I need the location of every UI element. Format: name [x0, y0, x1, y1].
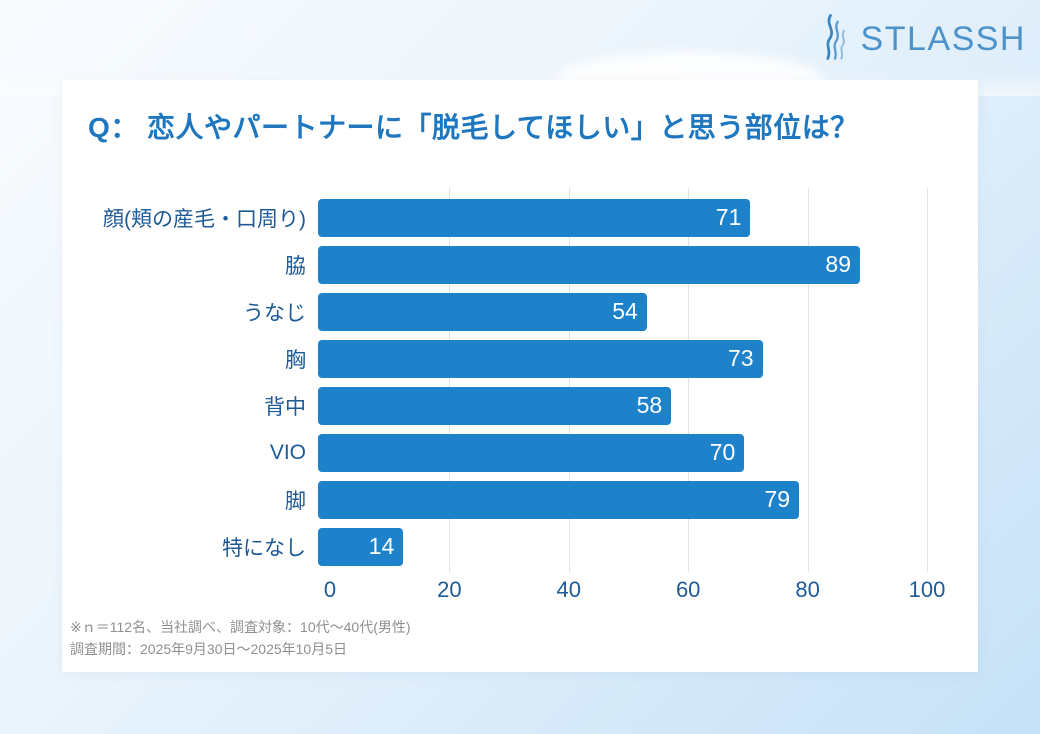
- x-axis: 0 20 40 60 80 100: [324, 577, 945, 605]
- chart-row: 脚 79: [62, 476, 927, 523]
- stlassh-logo: STLASSH: [817, 12, 1026, 67]
- x-tick-label: 20: [437, 577, 462, 602]
- chart-row: うなじ 54: [62, 288, 927, 335]
- bar-track: 70: [318, 433, 927, 472]
- x-tick-label: 80: [795, 577, 820, 602]
- survey-card: Q： 恋人やパートナーに「脱毛してほしい」と思う部位は？ 顔(頬の産毛・口周り)…: [62, 80, 978, 672]
- bar-track: 79: [318, 480, 927, 519]
- x-tick-label: 0: [323, 577, 337, 602]
- category-label: VIO: [269, 440, 306, 464]
- flame-icon: [817, 12, 853, 67]
- logo-text: STLASSH: [860, 20, 1026, 58]
- bar-value-label: 73: [727, 345, 754, 371]
- category-label: 胸: [285, 348, 306, 372]
- chart-row: VIO 70: [62, 429, 927, 476]
- category-label: 脇: [285, 254, 306, 278]
- bar: 54: [318, 292, 647, 331]
- chart-row: 背中 58: [62, 382, 927, 429]
- footnote-line1: ※ｎ＝112名、当社調べ、調査対象：10代～40代(男性): [70, 619, 411, 635]
- chart-title: Q： 恋人やパートナーに「脱毛してほしい」と思う部位は？: [88, 112, 859, 143]
- bar-track: 73: [318, 339, 927, 378]
- chart-row: 脇 89: [62, 241, 927, 288]
- bar: 71: [318, 198, 751, 237]
- category-label: 顔(頬の産毛・口周り): [103, 207, 306, 231]
- bar: 73: [318, 339, 763, 378]
- survey-footnote: ※ｎ＝112名、当社調べ、調査対象：10代～40代(男性) 調査期間：2025年…: [70, 616, 411, 660]
- bar: 58: [318, 386, 672, 425]
- bar-value-label: 54: [612, 298, 638, 324]
- bar: 14: [318, 527, 404, 566]
- category-label: 脚: [285, 489, 306, 513]
- footnote-line2: 調査期間：2025年9月30日～2025年10月5日: [70, 641, 348, 657]
- gridline: [927, 188, 928, 572]
- bar-track: 58: [318, 386, 927, 425]
- category-label: 特になし: [222, 536, 306, 560]
- bar-track: 14: [318, 527, 927, 566]
- bar-value-label: 58: [636, 392, 663, 418]
- chart-row: 顔(頬の産毛・口周り) 71: [62, 194, 927, 241]
- bar-track: 54: [318, 292, 927, 331]
- chart-row: 特になし 14: [62, 523, 927, 570]
- x-tick-label: 100: [908, 577, 946, 602]
- bar-chart: 顔(頬の産毛・口周り) 71 脇 89 うなじ 54 胸 73: [62, 188, 945, 608]
- bar-value-label: 71: [715, 204, 742, 230]
- chart-row: 胸 73: [62, 335, 927, 382]
- chart-rows: 顔(頬の産毛・口周り) 71 脇 89 うなじ 54 胸 73: [62, 194, 927, 570]
- category-label: 背中: [264, 395, 306, 419]
- category-label: うなじ: [243, 301, 306, 325]
- x-tick-label: 40: [556, 577, 582, 602]
- bar-track: 89: [318, 245, 927, 284]
- bar: 89: [318, 245, 860, 284]
- bar-track: 71: [318, 198, 927, 237]
- bar-value-label: 14: [368, 533, 395, 559]
- x-tick-label: 60: [675, 577, 701, 602]
- bar: 79: [318, 480, 800, 519]
- bar-value-label: 89: [825, 251, 851, 277]
- bar-value-label: 70: [709, 439, 736, 465]
- bar: 70: [318, 433, 745, 472]
- bar-value-label: 79: [764, 486, 791, 512]
